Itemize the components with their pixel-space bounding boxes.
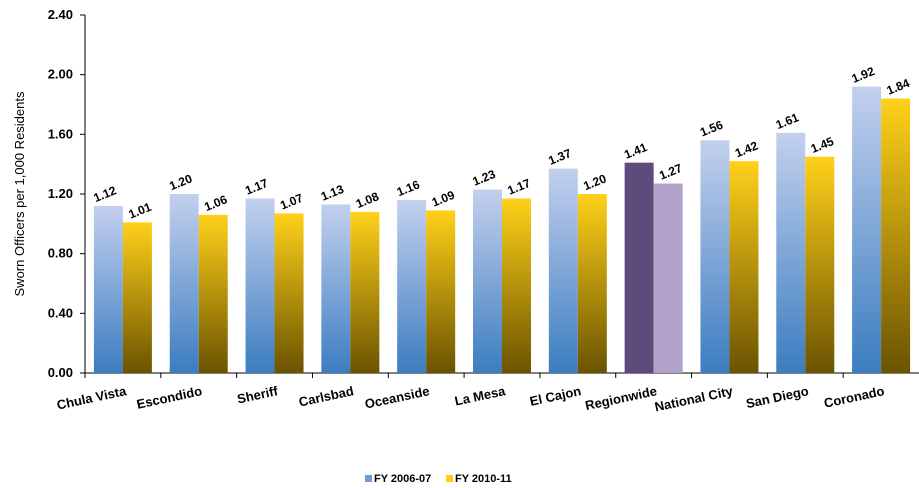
data-label-la-mesa-fy-2006-07: 1.23 <box>471 167 498 189</box>
y-axis-label: Sworn Officers per 1,000 Residents <box>12 91 27 296</box>
bar-national-city-fy-2010-11 <box>729 161 759 373</box>
data-label-coronado-fy-2010-11: 1.84 <box>885 76 912 98</box>
bar-el-cajon-fy-2006-07 <box>548 168 578 373</box>
bar-escondido-fy-2010-11 <box>198 214 228 373</box>
bar-regionwide-fy-2006-07 <box>624 162 654 373</box>
data-label-coronado-fy-2006-07: 1.92 <box>850 64 877 86</box>
bar-oceanside-fy-2010-11 <box>426 210 456 373</box>
bar-la-mesa-fy-2010-11 <box>502 198 531 373</box>
bar-oceanside-fy-2006-07 <box>397 199 427 373</box>
y-tick-label: 0.40 <box>48 305 73 320</box>
bars <box>93 86 911 374</box>
x-tick-label-oceanside: Oceanside <box>363 383 430 411</box>
bar-escondido-fy-2006-07 <box>169 194 199 373</box>
data-label-carlsbad-fy-2006-07: 1.13 <box>319 182 346 204</box>
bar-la-mesa-fy-2006-07 <box>473 189 502 373</box>
x-tick-label-regionwide: Regionwide <box>584 383 658 413</box>
x-tick-label-la-mesa: La Mesa <box>453 383 507 408</box>
legend-swatch-fy-2006-07 <box>365 475 372 482</box>
data-label-national-city-fy-2010-11: 1.42 <box>733 138 760 160</box>
bar-coronado-fy-2010-11 <box>881 98 911 374</box>
x-tick-label-escondido: Escondido <box>135 383 203 411</box>
data-label-la-mesa-fy-2010-11: 1.17 <box>506 176 533 198</box>
bar-san-diego-fy-2010-11 <box>805 156 835 373</box>
bar-chula-vista-fy-2006-07 <box>93 205 123 373</box>
legend: FY 2006-07 FY 2010-11 <box>365 473 512 485</box>
data-label-el-cajon-fy-2006-07: 1.37 <box>546 146 573 168</box>
bar-national-city-fy-2006-07 <box>700 140 730 373</box>
data-label-el-cajon-fy-2010-11: 1.20 <box>581 171 608 193</box>
x-tick-label-chula-vista: Chula Vista <box>55 383 128 413</box>
x-tick-label-national-city: National City <box>653 383 735 414</box>
bar-san-diego-fy-2006-07 <box>776 132 806 373</box>
x-tick-label-el-cajon: El Cajon <box>528 383 582 408</box>
data-label-sheriff-fy-2010-11: 1.07 <box>278 191 305 213</box>
data-label-oceanside-fy-2010-11: 1.09 <box>430 188 457 210</box>
y-tick-label: 0.00 <box>48 365 73 380</box>
data-label-san-diego-fy-2010-11: 1.45 <box>809 134 836 156</box>
data-label-escondido-fy-2010-11: 1.06 <box>202 192 229 214</box>
data-label-escondido-fy-2006-07: 1.20 <box>167 171 194 193</box>
bar-el-cajon-fy-2010-11 <box>577 194 607 373</box>
y-tick-label: 0.80 <box>48 246 73 261</box>
bar-sheriff-fy-2006-07 <box>245 198 275 373</box>
legend-swatch-fy-2010-11 <box>446 475 453 482</box>
y-tick-label: 1.60 <box>48 126 73 141</box>
data-label-oceanside-fy-2006-07: 1.16 <box>395 177 422 199</box>
y-tick-label: 2.40 <box>48 7 73 22</box>
bar-coronado-fy-2006-07 <box>852 86 882 373</box>
data-label-chula-vista-fy-2006-07: 1.12 <box>91 183 118 205</box>
legend-label-fy-2010-11: FY 2010-11 <box>455 473 512 485</box>
data-label-chula-vista-fy-2010-11: 1.01 <box>126 200 153 222</box>
bar-regionwide-fy-2010-11 <box>653 183 683 373</box>
data-label-regionwide-fy-2010-11: 1.27 <box>657 161 684 183</box>
y-tick-label: 1.20 <box>48 186 73 201</box>
legend-label-fy-2006-07: FY 2006-07 <box>374 473 431 485</box>
y-tick-label: 2.00 <box>48 67 73 82</box>
data-label-sheriff-fy-2006-07: 1.17 <box>243 176 270 198</box>
data-label-carlsbad-fy-2010-11: 1.08 <box>354 189 381 211</box>
data-label-regionwide-fy-2006-07: 1.41 <box>622 140 649 162</box>
data-label-national-city-fy-2006-07: 1.56 <box>698 118 725 140</box>
bar-carlsbad-fy-2006-07 <box>321 204 351 373</box>
bar-sheriff-fy-2010-11 <box>274 213 304 373</box>
x-tick-label-san-diego: San Diego <box>745 383 810 411</box>
x-tick-label-coronado: Coronado <box>823 383 886 410</box>
data-label-san-diego-fy-2006-07: 1.61 <box>774 110 801 132</box>
x-tick-label-carlsbad: Carlsbad <box>297 383 355 409</box>
x-tick-label-sheriff: Sheriff <box>236 383 280 406</box>
bar-carlsbad-fy-2010-11 <box>350 211 380 373</box>
bar-chula-vista-fy-2010-11 <box>122 222 152 373</box>
